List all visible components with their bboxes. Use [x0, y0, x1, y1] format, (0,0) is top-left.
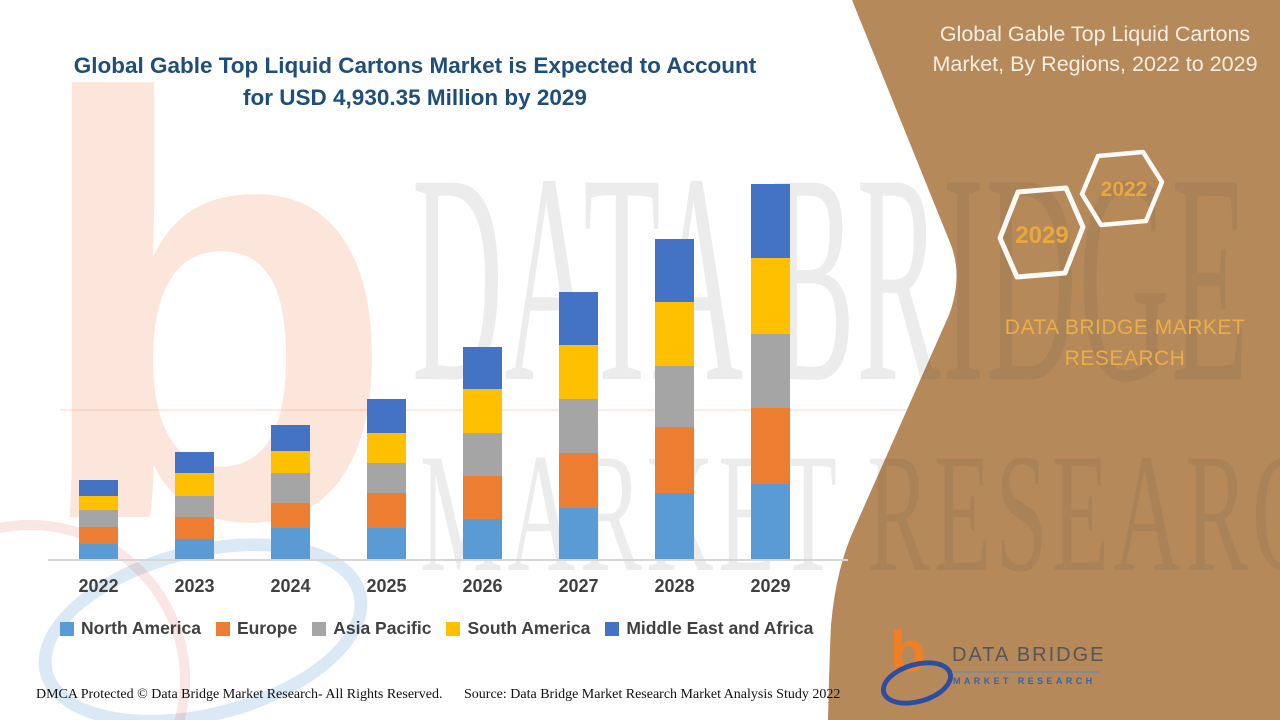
legend-item-middle-east-and-africa: Middle East and Africa	[605, 618, 813, 639]
dmca-copyright-text: DMCA Protected © Data Bridge Market Rese…	[36, 687, 443, 702]
bar-segment-europe-2023	[175, 516, 214, 540]
bar-segment-north-america-2023	[175, 539, 214, 560]
bar-segment-south-america-2026	[463, 389, 502, 434]
pink-accent-line	[60, 409, 1220, 411]
bar-segment-middle-east-and-africa-2027	[559, 291, 598, 345]
bar-segment-north-america-2027	[559, 508, 598, 560]
legend-swatch-north-america	[60, 621, 74, 636]
source-text: Source: Data Bridge Market Research Mark…	[464, 687, 841, 702]
hexagon-2029	[997, 185, 1086, 280]
bar-segment-south-america-2024	[271, 451, 310, 474]
bar-segment-south-america-2027	[559, 344, 598, 400]
bar-segment-europe-2024	[271, 503, 310, 529]
bar-segment-asia-pacific-2028	[655, 365, 694, 428]
bar-segment-middle-east-and-africa-2026	[463, 346, 502, 390]
bar-segment-europe-2027	[559, 453, 598, 509]
bar-segment-south-america-2029	[751, 258, 790, 335]
legend-label-europe: Europe	[236, 618, 298, 638]
x-axis-label-2028: 2028	[654, 576, 695, 596]
panel-heading-line2: Market, By Regions, 2022 to 2029	[932, 52, 1258, 76]
bar-segment-asia-pacific-2026	[463, 433, 502, 476]
bar-segment-asia-pacific-2024	[271, 473, 310, 504]
bar-segment-north-america-2029	[751, 484, 790, 560]
logo-title: DATA BRIDGE	[952, 644, 1106, 666]
panel-heading: Global Gable Top Liquid Cartons Market, …	[912, 19, 1278, 79]
hexagon-2022	[1079, 149, 1165, 228]
legend-item-north-america: North America	[60, 618, 201, 639]
bar-segment-europe-2028	[655, 427, 694, 494]
legend-swatch-middle-east-and-africa	[605, 621, 620, 636]
data-bridge-logo: b DATA BRIDGE MARKET RESEARCH	[875, 620, 1160, 714]
bar-segment-middle-east-and-africa-2023	[175, 452, 214, 474]
x-axis-label-2026: 2026	[462, 576, 503, 596]
legend-label-middle-east-and-africa: Middle East and Africa	[626, 618, 814, 638]
chart-legend: North America Europe Asia Pacific South Ame…	[60, 618, 813, 639]
bar-segment-north-america-2028	[655, 493, 694, 560]
x-axis-label-2025: 2025	[366, 576, 407, 596]
bar-segment-europe-2029	[751, 408, 790, 485]
logo-swoosh-icon	[875, 652, 959, 714]
legend-swatch-south-america	[446, 621, 461, 636]
logo-b-icon: b	[890, 620, 926, 685]
panel-heading-line1: Global Gable Top Liquid Cartons	[939, 22, 1251, 46]
legend-swatch-asia-pacific	[312, 621, 327, 636]
data-bridge-watermark-text: DATA BRIDGE	[412, 112, 1250, 444]
bar-segment-europe-2026	[463, 475, 502, 520]
legend-label-south-america: South America	[467, 618, 591, 638]
bar-segment-asia-pacific-2022	[79, 510, 118, 528]
bar-segment-middle-east-and-africa-2029	[751, 184, 790, 259]
bar-segment-middle-east-and-africa-2024	[271, 424, 310, 452]
x-axis-label-2022: 2022	[78, 576, 119, 596]
legend-item-south-america: South America	[446, 618, 590, 639]
bar-segment-north-america-2026	[463, 519, 502, 560]
hexagon-2022-label: 2022	[1101, 178, 1148, 201]
panel-brand-text: DATA BRIDGE MARKET RESEARCH	[955, 312, 1280, 374]
bar-segment-europe-2022	[79, 527, 118, 544]
legend-label-asia-pacific: Asia Pacific	[333, 618, 432, 638]
logo-underline	[952, 671, 1100, 673]
bar-segment-middle-east-and-africa-2028	[655, 238, 694, 303]
x-axis-label-2023: 2023	[174, 576, 215, 596]
bar-segment-north-america-2024	[271, 528, 310, 560]
x-axis-line	[48, 559, 848, 561]
bar-segment-south-america-2023	[175, 473, 214, 496]
legend-label-north-america: North America	[81, 618, 201, 638]
bar-segment-middle-east-and-africa-2022	[79, 479, 118, 496]
bar-segment-south-america-2025	[367, 432, 406, 464]
logo-subtitle: MARKET RESEARCH	[953, 676, 1096, 686]
bar-segment-south-america-2022	[79, 495, 118, 511]
legend-item-europe: Europe	[215, 618, 298, 639]
page-title-line2: for USD 4,930.35 Million by 2029	[243, 85, 587, 110]
x-axis-label-2024: 2024	[270, 576, 311, 596]
legend-swatch-europe	[215, 621, 230, 636]
hexagon-2029-label: 2029	[1015, 222, 1068, 249]
bar-segment-south-america-2028	[655, 302, 694, 366]
bar-segment-europe-2025	[367, 493, 406, 529]
x-axis-label-2029: 2029	[750, 576, 791, 596]
legend-item-asia-pacific: Asia Pacific	[312, 618, 431, 639]
panel-brand-line2: RESEARCH	[1064, 347, 1186, 370]
x-axis-label-2027: 2027	[558, 576, 599, 596]
page-title-line1: Global Gable Top Liquid Cartons Market i…	[73, 53, 757, 78]
bar-segment-north-america-2025	[367, 528, 406, 560]
page-title: Global Gable Top Liquid Cartons Market i…	[32, 50, 798, 114]
panel-brand-line1: DATA BRIDGE MARKET	[1004, 316, 1246, 339]
bar-segment-asia-pacific-2023	[175, 495, 214, 517]
bar-segment-asia-pacific-2027	[559, 399, 598, 454]
bar-segment-asia-pacific-2025	[367, 463, 406, 494]
bar-segment-middle-east-and-africa-2025	[367, 399, 406, 433]
bar-segment-asia-pacific-2029	[751, 334, 790, 409]
bar-segment-north-america-2022	[79, 544, 118, 560]
